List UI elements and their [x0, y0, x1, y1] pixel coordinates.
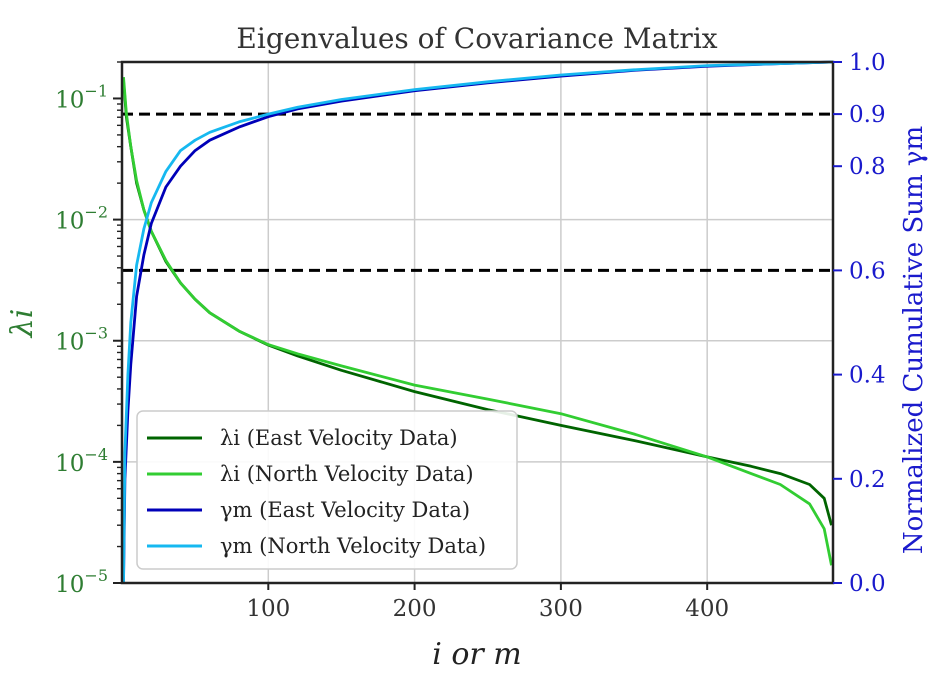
- y-left-tick-exponent: −4: [84, 445, 108, 464]
- legend-label: λi (North Velocity Data): [220, 462, 474, 486]
- y-axis-right-label: Normalized Cumulative Sum γm: [899, 126, 929, 554]
- y-left-tick-label: 10−3: [55, 324, 108, 356]
- legend-items: λi (East Velocity Data) λi (North Velocit…: [147, 426, 486, 558]
- y-left-tick-exponent: −1: [84, 81, 108, 100]
- grid-layer: [122, 62, 833, 583]
- legend-label: γm (North Velocity Data): [220, 534, 486, 558]
- series-line-1: [122, 76, 833, 566]
- y-right-tick-label: 0.0: [849, 571, 886, 597]
- x-tick-label: 300: [539, 596, 583, 622]
- y-left-tick-exponent: −3: [84, 324, 108, 343]
- x-tick-label: 100: [246, 596, 290, 622]
- y-left-tick-label: 10−1: [55, 81, 108, 113]
- y-left-tick-base: 10: [55, 451, 84, 477]
- plot-frame: [120, 60, 835, 585]
- y-right-tick-label: 0.9: [849, 102, 886, 128]
- legend-label: λi (East Velocity Data): [220, 426, 458, 450]
- y-right-tick-label: 0.8: [849, 154, 886, 180]
- y-right-tick-label: 1.0: [849, 50, 886, 76]
- y-left-tick-label: 10−4: [55, 445, 108, 477]
- legend-box: [136, 410, 518, 570]
- chart-title: Eigenvalues of Covariance Matrix: [236, 22, 717, 55]
- x-tick-label: 400: [685, 596, 729, 622]
- y-left-tick-exponent: −5: [84, 566, 108, 585]
- y-left-tick-base: 10: [55, 87, 84, 113]
- y-axis-left-label: λi: [5, 309, 40, 339]
- series-line-3: [122, 60, 834, 584]
- legend-label: γm (East Velocity Data): [220, 498, 470, 522]
- y-left-tick-exponent: −2: [84, 203, 108, 222]
- y-left-tick-base: 10: [55, 572, 84, 598]
- y-left-tick-label: 10−5: [55, 566, 108, 598]
- series-layer: [122, 60, 834, 584]
- y-left-tick-base: 10: [55, 209, 84, 235]
- x-tick-label: 200: [393, 596, 437, 622]
- y-right-tick-label: 0.2: [849, 467, 886, 493]
- y-left-tick-label: 10−2: [55, 203, 108, 235]
- y-right-tick-label: 0.4: [849, 363, 886, 389]
- legend: λi (East Velocity Data) λi (North Velocit…: [136, 410, 518, 570]
- y-right-tick-label: 0.6: [849, 258, 886, 284]
- y-left-tick-base: 10: [55, 330, 84, 356]
- x-axis-label: i or m: [432, 637, 522, 672]
